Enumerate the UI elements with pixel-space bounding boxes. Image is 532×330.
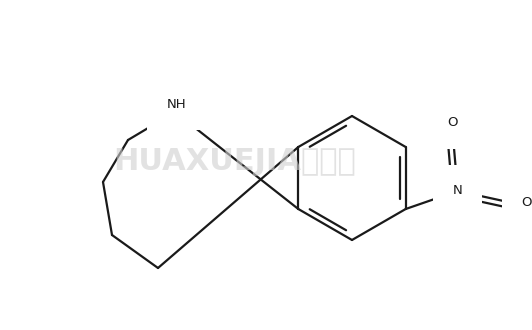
Text: O: O bbox=[447, 116, 458, 129]
Text: HUAXUEJIA化学加: HUAXUEJIA化学加 bbox=[114, 148, 356, 177]
Text: NH: NH bbox=[167, 97, 187, 111]
Text: O: O bbox=[521, 196, 532, 210]
Text: N: N bbox=[453, 184, 462, 197]
